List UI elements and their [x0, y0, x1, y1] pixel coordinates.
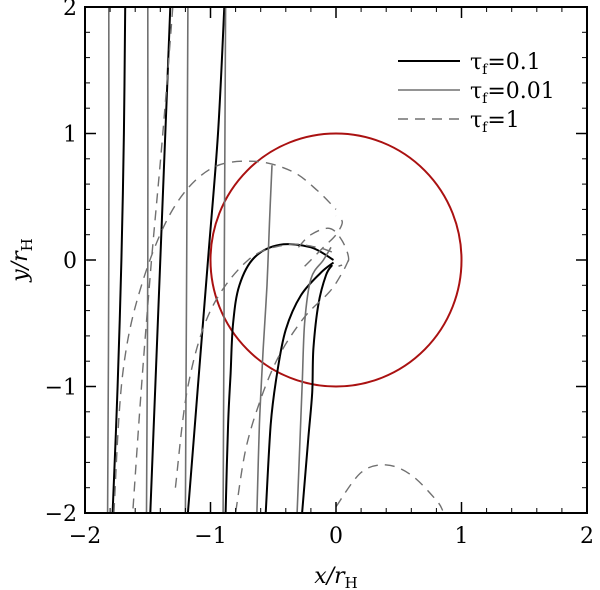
- y-tick-label: 2: [63, 0, 77, 21]
- trajectory-tau-1-3: [174, 243, 337, 488]
- x-tick-label: −1: [194, 524, 226, 549]
- trajectory-tau-0.01-1: [106, 7, 110, 513]
- trajectory-tau-0.01-4: [222, 7, 227, 513]
- legend-label-tau-0.01: τf=0.01: [470, 79, 555, 107]
- y-tick-label: −2: [45, 502, 77, 527]
- trajectory-tau-0.1-1: [111, 7, 127, 513]
- legend-entry-tau-0.01: τf=0.01: [398, 79, 555, 107]
- legend-entry-tau-1: τf=1: [398, 108, 520, 136]
- trajectory-tau-0.01-3: [184, 7, 189, 513]
- trajectory-tau-1-7: [335, 464, 444, 511]
- trajectory-tau-0.1-3: [186, 7, 226, 513]
- hill-radius-circle: [209, 132, 463, 388]
- trajectory-tau-0.01-5: [256, 165, 273, 513]
- trajectory-tau-0.01-6: [296, 246, 332, 513]
- legend-label-tau-0.1: τf=0.1: [470, 50, 541, 78]
- y-axis-label-sub: H: [18, 238, 36, 251]
- y-tick-label: 1: [63, 123, 77, 148]
- plot-frame: [84, 6, 588, 514]
- trajectory-tau-0.1-6: [301, 264, 334, 513]
- x-tick-label: 2: [580, 524, 594, 549]
- trajectory-tau-0.1-5: [264, 261, 335, 513]
- hill-radius-circle-layer: [209, 132, 463, 388]
- legend-label-tau-1: τf=1: [470, 108, 520, 136]
- legend-entry-tau-0.1: τf=0.1: [398, 50, 541, 78]
- x-tick-label: 0: [329, 524, 343, 549]
- trajectory-tau-0.1-2: [149, 7, 172, 513]
- trajectory-lines: [106, 7, 444, 513]
- legend: τf=0.1 τf=0.01 τf=1: [398, 50, 555, 136]
- x-axis-label: x/rH: [314, 564, 357, 590]
- y-tick-labels: −2 −1 0 1 2: [45, 0, 77, 527]
- x-tick-labels: −2 −1 0 1 2: [69, 524, 594, 549]
- x-axis-label-main: x/r: [314, 564, 346, 589]
- trajectory-tau-1-5: [304, 215, 343, 267]
- plot-background: [85, 7, 587, 513]
- trajectory-tau-0.01-2: [145, 7, 149, 513]
- y-axis-label: y/rH: [8, 238, 36, 282]
- x-tick-label: −2: [69, 524, 101, 549]
- y-axis-label-main: y/r: [8, 250, 33, 283]
- y-tick-label: 0: [63, 249, 77, 274]
- x-axis-label-sub: H: [345, 574, 358, 590]
- trajectory-tau-1-2: [113, 160, 337, 513]
- x-tick-label: 1: [455, 524, 469, 549]
- y-tick-label: −1: [45, 376, 77, 401]
